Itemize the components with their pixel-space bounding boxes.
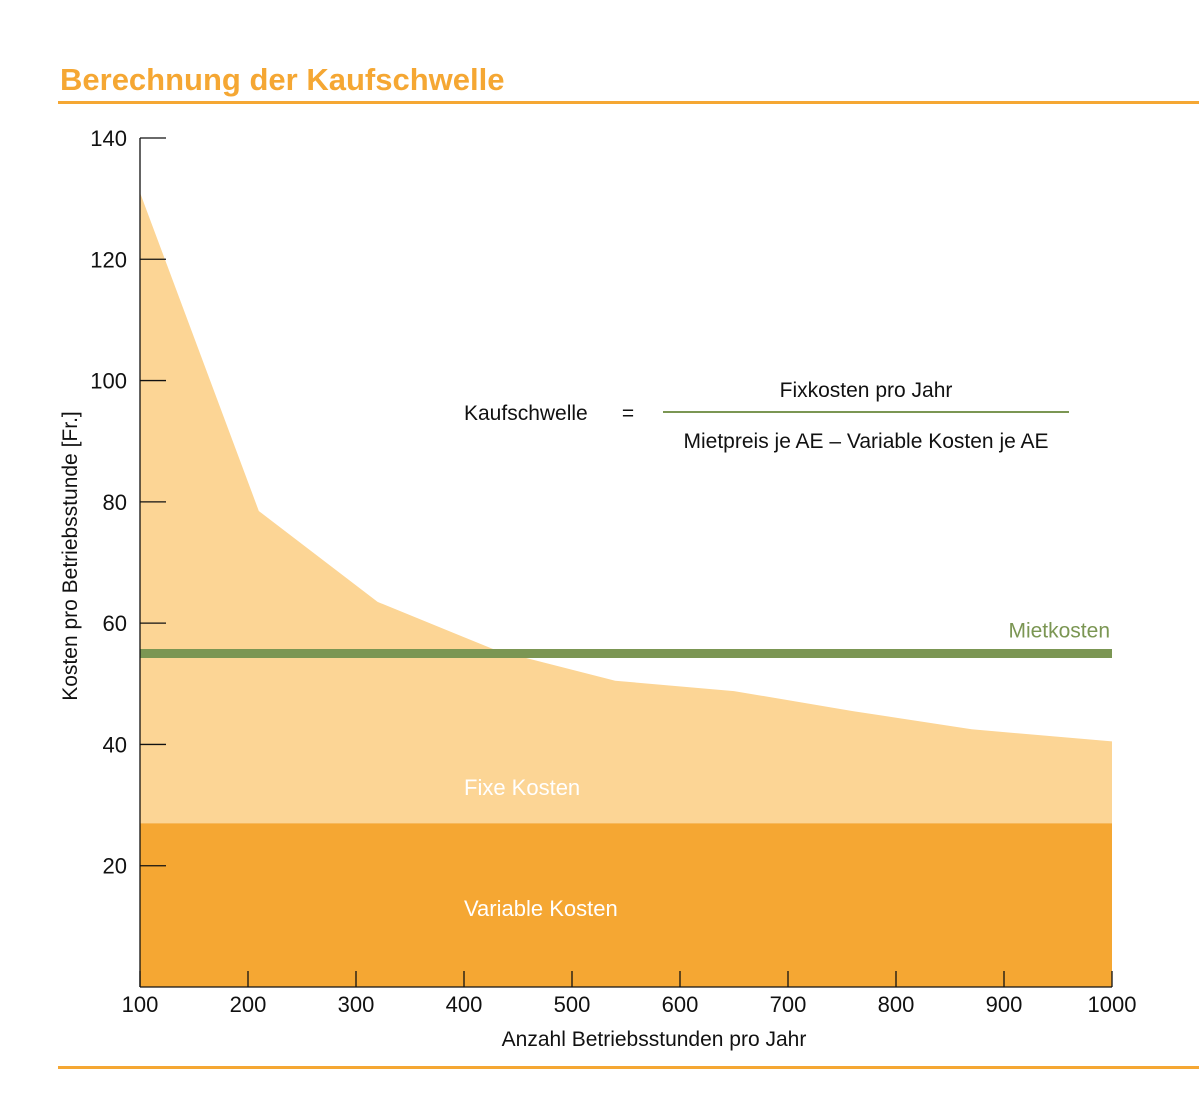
x-tick-label-400: 400 [446, 992, 483, 1017]
y-tick-label-140: 140 [90, 126, 127, 151]
x-tick-label-1000: 1000 [1088, 992, 1137, 1017]
chart-areas [140, 192, 1112, 987]
title-rule [58, 101, 1199, 104]
y-tick-label-40: 40 [103, 732, 127, 757]
y-tick-label-60: 60 [103, 611, 127, 636]
formula-numerator: Fixkosten pro Jahr [780, 379, 953, 402]
x-tick-label-700: 700 [770, 992, 807, 1017]
y-tick-label-120: 120 [90, 247, 127, 272]
series-label-fixe-kosten: Fixe Kosten [464, 775, 580, 800]
series-label-variable-kosten: Variable Kosten [464, 896, 618, 921]
x-tick-label-500: 500 [554, 992, 591, 1017]
x-tick-label-100: 100 [122, 992, 159, 1017]
bottom-rule [58, 1066, 1199, 1069]
area-variable-kosten [140, 823, 1112, 987]
area-fixe-kosten [140, 192, 1112, 824]
y-tick-label-80: 80 [103, 490, 127, 515]
page-title: Berechnung der Kaufschwelle [60, 62, 505, 97]
y-tick-label-20: 20 [103, 854, 127, 879]
y-axis-title: Kosten pro Betriebsstunde [Fr.] [59, 411, 82, 701]
x-tick-label-600: 600 [662, 992, 699, 1017]
formula-equals: = [622, 402, 634, 425]
chart-axes [139, 138, 1112, 988]
series-label-mietkosten: Mietkosten [1008, 619, 1110, 642]
formula-lhs: Kaufschwelle [464, 402, 588, 425]
formula: Kaufschwelle = Fixkosten pro Jahr Mietpr… [464, 379, 1069, 453]
x-tick-label-300: 300 [338, 992, 375, 1017]
x-axis-title: Anzahl Betriebsstunden pro Jahr [502, 1028, 807, 1051]
formula-denominator: Mietpreis je AE – Variable Kosten je AE [684, 430, 1049, 453]
chart-ticks: 100 200 300 400 500 600 700 800 900 1000 20 40 60 80 1… [90, 126, 1136, 1017]
x-tick-label-900: 900 [986, 992, 1023, 1017]
x-tick-label-800: 800 [878, 992, 915, 1017]
x-tick-label-200: 200 [230, 992, 267, 1017]
y-tick-label-100: 100 [90, 369, 127, 394]
